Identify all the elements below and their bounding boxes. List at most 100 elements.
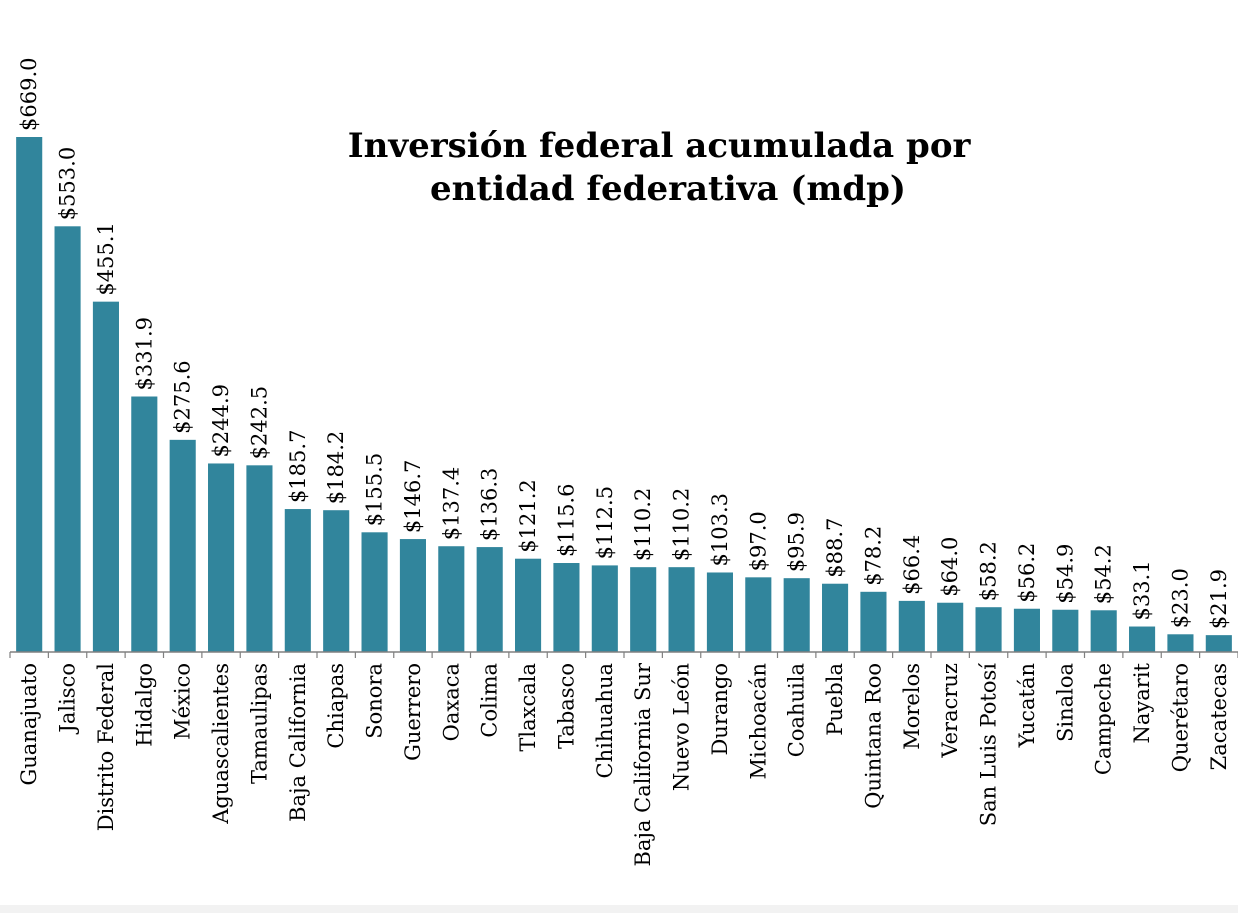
bar <box>476 547 503 652</box>
bar-value-label: $185.7 <box>286 430 310 503</box>
bar-value-label: $97.0 <box>746 511 770 571</box>
bar-value-label: $56.2 <box>1015 543 1039 603</box>
bar-value-label: $33.1 <box>1130 560 1154 620</box>
bars-group <box>16 137 1232 653</box>
category-label: Durango <box>708 663 732 756</box>
category-label: Distrito Federal <box>94 663 118 832</box>
bar-value-label: $54.2 <box>1092 544 1116 604</box>
bar <box>822 583 849 652</box>
bar <box>937 602 964 652</box>
bar-value-label: $275.6 <box>171 360 195 433</box>
category-label: San Luis Potosí <box>977 663 1001 827</box>
bar <box>323 510 350 652</box>
bar-value-label: $155.5 <box>363 453 387 526</box>
bar <box>284 509 311 652</box>
bar <box>1090 610 1117 652</box>
bar <box>898 600 925 652</box>
bar-value-label: $331.9 <box>132 317 156 390</box>
category-label: Tabasco <box>554 663 578 749</box>
bar-value-label: $110.2 <box>670 488 694 561</box>
bar-value-label: $244.9 <box>209 384 233 457</box>
category-label: Baja California Sur <box>631 662 655 866</box>
bar <box>860 591 887 652</box>
bar <box>1052 609 1079 652</box>
chart-title: Inversión federal acumulada por entidad … <box>348 126 983 209</box>
category-label: Quintana Roo <box>861 663 885 809</box>
category-labels-group: Guanajuato Jalisco Distrito Federal Hidalgo… <box>17 662 1231 866</box>
bar-value-label: $78.2 <box>861 526 885 586</box>
bar <box>745 577 772 652</box>
category-label: Hidalgo <box>132 663 156 747</box>
category-label: Querétaro <box>1168 663 1192 772</box>
category-label: Puebla <box>823 663 847 736</box>
bar-value-label: $58.2 <box>977 541 1001 601</box>
bar-value-label: $54.9 <box>1053 544 1077 604</box>
category-label: Chiapas <box>324 663 348 749</box>
bar-value-label: $553.0 <box>56 147 80 220</box>
bar <box>1013 608 1040 652</box>
bar <box>246 465 273 652</box>
bar <box>438 546 465 652</box>
category-label: Veracruz <box>938 663 962 759</box>
bar <box>1129 626 1156 652</box>
bar-value-label: $112.5 <box>593 486 617 559</box>
bar-value-label: $103.3 <box>708 493 732 566</box>
category-label: Aguascalientes <box>209 663 233 825</box>
bar-value-label: $64.0 <box>938 537 962 597</box>
bar-value-label: $121.2 <box>516 479 540 552</box>
bar <box>515 558 542 652</box>
category-label: Nayarit <box>1130 662 1154 743</box>
category-label: Yucatán <box>1015 663 1039 748</box>
bar <box>92 301 119 652</box>
category-label: Baja California <box>286 663 310 822</box>
bar-value-label: $669.0 <box>17 58 41 131</box>
bar <box>783 578 810 652</box>
bar-value-label: $66.4 <box>900 535 924 595</box>
category-label: Campeche <box>1092 663 1116 775</box>
bar-value-label: $115.6 <box>554 484 578 557</box>
category-label: Nuevo León <box>670 663 694 791</box>
bar-value-label: $95.9 <box>785 512 809 572</box>
chart-title-line-1: Inversión federal acumulada por <box>348 126 972 166</box>
bar <box>975 607 1002 652</box>
bar <box>1167 634 1194 652</box>
bar <box>668 567 695 652</box>
bar-value-label: $136.3 <box>478 468 502 541</box>
bar <box>1205 635 1232 652</box>
footer-strip <box>0 905 1238 913</box>
value-labels-group: $669.0 $553.0 $455.1 $331.9 $275.6 $244.9 $242… <box>17 58 1231 630</box>
category-label: Tamaulipas <box>247 663 271 784</box>
bar-value-label: $146.7 <box>401 460 425 533</box>
bar <box>706 572 733 652</box>
bar <box>54 226 81 653</box>
category-label: Michoacán <box>746 663 770 779</box>
category-label: Chihuahua <box>593 663 617 778</box>
bar-value-label: $88.7 <box>823 518 847 578</box>
bar-value-label: $110.2 <box>631 488 655 561</box>
chart-title-line-2: entidad federativa (mdp) <box>430 169 906 209</box>
category-label: Guanajuato <box>17 663 41 786</box>
bar-value-label: $184.2 <box>324 431 348 504</box>
bar <box>169 439 196 652</box>
bar <box>399 539 426 652</box>
bar-value-label: $23.0 <box>1168 568 1192 628</box>
bar <box>16 137 43 652</box>
bar-value-label: $455.1 <box>94 222 118 295</box>
category-label: Oaxaca <box>439 663 463 741</box>
bar <box>553 563 580 652</box>
category-label: Jalisco <box>56 663 80 735</box>
category-label: Zacatecas <box>1207 663 1231 770</box>
category-label: Tlaxcala <box>516 663 540 752</box>
bar <box>208 463 235 652</box>
bar <box>591 565 618 652</box>
x-axis <box>9 651 1238 658</box>
bar-value-label: $21.9 <box>1207 569 1231 629</box>
bar <box>361 532 388 652</box>
category-label: Guerrero <box>401 663 425 761</box>
category-label: Morelos <box>900 663 924 750</box>
bar-value-label: $137.4 <box>439 467 463 540</box>
bar <box>131 396 158 652</box>
category-label: Colima <box>478 663 502 738</box>
bar-value-label: $242.5 <box>247 386 271 459</box>
